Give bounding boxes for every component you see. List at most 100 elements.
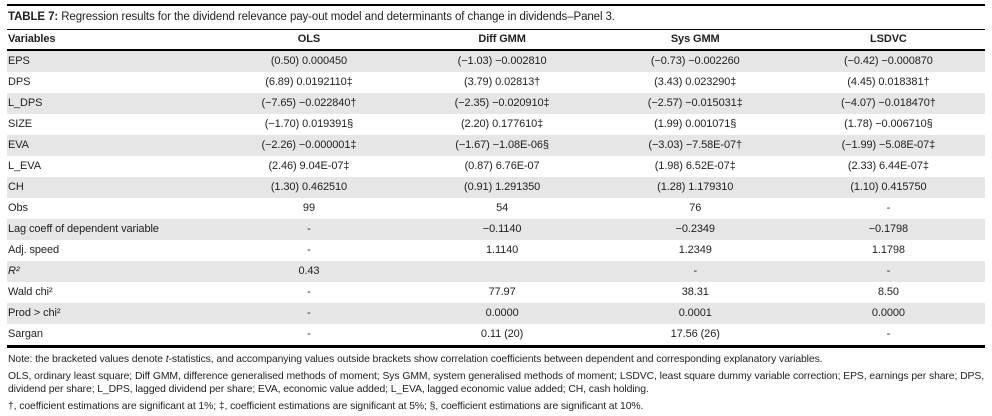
cell-sargan-ols: -	[307, 328, 311, 340]
cell-adj-speed-diff-gmm: 1.1140	[485, 244, 519, 256]
note-text-italic-t: t	[165, 354, 169, 365]
table-title: TABLE 7: Regression results for the divi…	[7, 9, 985, 29]
row-label-l-eva: L_EVA	[8, 160, 41, 172]
cell-prod-chi-diff-gmm: 0.0000	[485, 307, 519, 319]
table-row-eps: EPS (0.50) 0.000450 (−1.03) −0.002810 (−0.7…	[7, 50, 985, 72]
cell-lag-coeff-of-dependent-variable-ols: -	[307, 223, 311, 235]
row-label-sargan: Sargan	[8, 328, 43, 340]
row-label-wald-chi: Wald chi²	[8, 286, 53, 298]
cell-eva-diff-gmm: (−1.67) −1.08E-06§	[455, 139, 549, 151]
table-row-r: R² 0.43 - -	[7, 261, 985, 282]
table-row-obs: Obs 99 54 76 -	[7, 198, 985, 219]
row-label-eva: EVA	[8, 139, 29, 151]
cell-adj-speed-ols: -	[307, 244, 311, 256]
cell-obs-lsdvc: -	[886, 202, 891, 214]
cell-dps-ols: (6.89) 0.0192110‡	[265, 76, 353, 88]
table-header: Variables OLS Diff GMM Sys GMM LSDVC	[7, 30, 985, 51]
title-rule	[7, 29, 985, 30]
row-label-ch: CH	[8, 181, 24, 193]
cell-size-sys-gmm: (1.99) 0.001071§	[654, 118, 737, 130]
cell-ch-sys-gmm: (1.28) 1.179310	[657, 181, 734, 193]
column-header-ols: OLS	[212, 30, 406, 51]
cell-obs-sys-gmm: 76	[689, 202, 702, 214]
table-row-sargan: Sargan - 0.11 (20) 17.56 (26) -	[7, 324, 985, 345]
table-row-eva: EVA (−2.26) −0.000001‡ (−1.67) −1.08E-06§ (…	[7, 135, 985, 156]
bottom-rule	[7, 345, 985, 348]
row-label-dps: DPS	[8, 76, 31, 88]
note-text-post: -statistics, and accompanying values out…	[168, 354, 823, 365]
row-label-lag-coeff-of-dependent-variable: Lag coeff of dependent variable	[8, 223, 159, 235]
regression-results-table: Variables OLS Diff GMM Sys GMM LSDVC EPS (0.5…	[7, 30, 985, 345]
row-label-l-dps: L_DPS	[8, 97, 43, 109]
cell-eps-lsdvc: (−0.42) −0.000870	[843, 55, 933, 67]
table-row-l-dps: L_DPS (−7.65) −0.022840† (−2.35) −0.020910…	[7, 93, 985, 114]
row-label-eps: EPS	[8, 55, 30, 67]
note-tstatistics: Note: the bracketed values denote t-stat…	[8, 353, 984, 366]
cell-adj-speed-lsdvc: 1.1798	[871, 244, 905, 256]
row-label-adj-speed: Adj. speed	[8, 244, 59, 256]
cell-l-dps-sys-gmm: (−2.57) −0.015031‡	[647, 97, 743, 109]
cell-r-diff-gmm	[406, 261, 599, 282]
cell-eps-sys-gmm: (−0.73) −0.002260	[650, 55, 740, 67]
cell-l-eva-sys-gmm: (1.98) 6.52E-07‡	[654, 160, 736, 172]
table-row-prod-chi: Prod > chi² - 0.0000 0.0001 0.0000	[7, 303, 985, 324]
cell-size-ols: (−1.70) 0.019391§	[264, 118, 354, 130]
cell-wald-chi-diff-gmm: 77.97	[488, 286, 516, 298]
cell-sargan-diff-gmm: 0.11 (20)	[480, 328, 524, 340]
cell-eva-lsdvc: (−1.99) −5.08E-07‡	[841, 139, 936, 151]
cell-sargan-sys-gmm: 17.56 (26)	[670, 328, 720, 340]
cell-eva-sys-gmm: (−3.03) −7.58E-07†	[648, 139, 743, 151]
cell-l-eva-ols: (2.46) 9.04E-07‡	[268, 160, 350, 172]
table-title-label: TABLE 7:	[8, 11, 59, 23]
column-header-sys-gmm: Sys GMM	[598, 30, 792, 51]
table-row-dps: DPS (6.89) 0.0192110‡ (3.79) 0.02813† (3.43…	[7, 72, 985, 93]
cell-l-dps-diff-gmm: (−2.35) −0.020910‡	[454, 97, 550, 109]
note-abbreviations: OLS, ordinary least square; Diff GMM, di…	[8, 371, 984, 395]
cell-dps-lsdvc: (4.45) 0.018381†	[847, 76, 930, 88]
cell-prod-chi-ols: -	[307, 307, 311, 319]
cell-r-ols: 0.43	[298, 265, 320, 277]
row-label-prod-chi: Prod > chi²	[8, 307, 61, 319]
cell-obs-diff-gmm: 54	[496, 202, 509, 214]
table-row-adj-speed: Adj. speed - 1.1140 1.2349 1.1798	[7, 240, 985, 261]
cell-ch-diff-gmm: (0.91) 1.291350	[464, 181, 541, 193]
cell-r-sys-gmm: -	[693, 265, 698, 277]
note-significance: †, coefficient estimations are significa…	[8, 401, 644, 412]
cell-sargan-lsdvc: -	[886, 328, 891, 340]
cell-eva-ols: (−2.26) −0.000001‡	[261, 139, 357, 151]
top-rule	[7, 4, 985, 6]
header-row: Variables OLS Diff GMM Sys GMM LSDVC	[7, 30, 985, 51]
row-label-r: R²	[8, 265, 20, 277]
cell-l-eva-lsdvc: (2.33) 6.44E-07‡	[847, 160, 929, 172]
table-row-l-eva: L_EVA (2.46) 9.04E-07‡ (0.87) 6.76E-07 (1.9…	[7, 156, 985, 177]
row-label-obs: Obs	[8, 202, 28, 214]
row-label-size: SIZE	[8, 118, 33, 130]
table-row-wald-chi: Wald chi² - 77.97 38.31 8.50	[7, 282, 985, 303]
cell-wald-chi-lsdvc: 8.50	[877, 286, 899, 298]
table-title-text: Regression results for the dividend rele…	[61, 11, 615, 23]
column-header-diff-gmm: Diff GMM	[405, 30, 599, 51]
cell-size-diff-gmm: (2.20) 0.177610‡	[460, 118, 544, 130]
cell-eps-ols: (0.50) 0.000450	[270, 55, 348, 67]
cell-adj-speed-sys-gmm: 1.2349	[678, 244, 712, 256]
cell-ch-lsdvc: (1.10) 0.415750	[850, 181, 927, 193]
cell-lag-coeff-of-dependent-variable-diff-gmm: −0.1140	[482, 223, 522, 235]
cell-size-lsdvc: (1.78) −0.006710§	[844, 118, 933, 130]
note-text-pre: Note: the bracketed values denote	[8, 354, 166, 365]
column-header-variables: Variables	[7, 30, 213, 51]
cell-r-lsdvc: -	[886, 265, 891, 277]
cell-l-dps-ols: (−7.65) −0.022840†	[261, 97, 357, 109]
cell-wald-chi-sys-gmm: 38.31	[681, 286, 709, 298]
cell-obs-ols: 99	[302, 202, 315, 214]
cell-prod-chi-sys-gmm: 0.0001	[678, 307, 712, 319]
cell-eps-diff-gmm: (−1.03) −0.002810	[457, 55, 547, 67]
table-row-ch: CH (1.30) 0.462510 (0.91) 1.291350 (1.28) 1…	[7, 177, 985, 198]
cell-l-dps-lsdvc: (−4.07) −0.018470†	[840, 97, 936, 109]
cell-l-eva-diff-gmm: (0.87) 6.76E-07	[464, 160, 540, 172]
table-row-size: SIZE (−1.70) 0.019391§ (2.20) 0.177610‡ (1.…	[7, 114, 985, 135]
cell-lag-coeff-of-dependent-variable-sys-gmm: −0.2349	[675, 223, 715, 235]
cell-prod-chi-lsdvc: 0.0000	[871, 307, 905, 319]
cell-ch-ols: (1.30) 0.462510	[270, 181, 348, 193]
table-body: EPS (0.50) 0.000450 (−1.03) −0.002810 (−0.7…	[7, 50, 985, 345]
